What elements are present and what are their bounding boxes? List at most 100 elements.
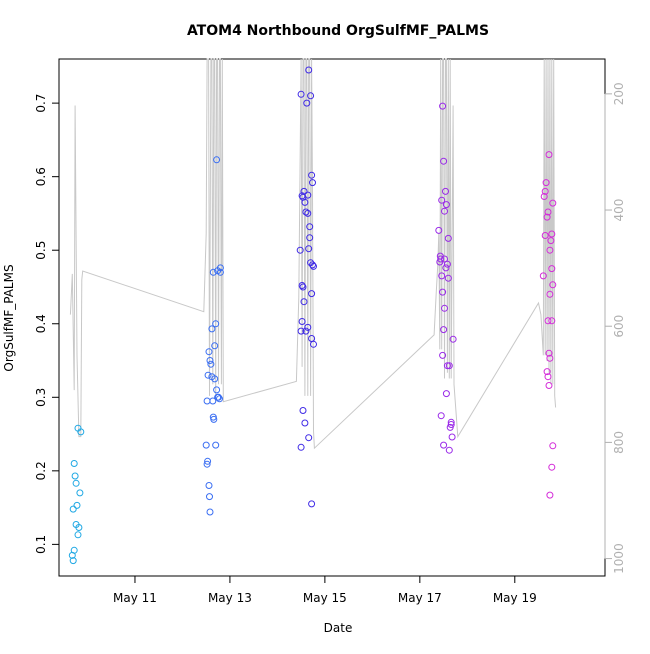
data-point: [304, 323, 312, 331]
data-point: [438, 196, 446, 204]
data-point: [70, 460, 78, 467]
data-point: [448, 433, 456, 441]
y-tick-label: 0.1: [34, 535, 48, 554]
data-point: [213, 156, 221, 164]
data-point: [547, 237, 555, 245]
data-point: [73, 501, 81, 509]
y-tick-label: 0.2: [34, 461, 48, 480]
data-point: [77, 428, 85, 436]
y2-tick-label: 200: [612, 82, 626, 105]
data-point: [442, 264, 450, 272]
data-point: [540, 193, 548, 200]
data-point: [546, 354, 554, 362]
secondary-y-axis: 200 400 600 800 1000: [604, 82, 626, 574]
data-point: [305, 245, 313, 253]
data-point: [299, 283, 307, 291]
data-point: [210, 415, 218, 423]
data-point: [206, 357, 214, 364]
data-point: [310, 340, 317, 348]
data-point: [438, 272, 446, 280]
data-point: [441, 255, 448, 263]
data-point: [440, 157, 448, 165]
data-point: [304, 209, 312, 217]
data-point: [204, 371, 212, 379]
data-point: [442, 390, 450, 398]
plot-frame: [58, 58, 606, 577]
data-point: [216, 395, 223, 403]
data-point: [543, 213, 551, 221]
x-tick-label: May 13: [208, 591, 252, 605]
data-point: [308, 500, 316, 508]
data-point: [543, 368, 551, 376]
data-point: [544, 208, 552, 216]
data-point: [546, 246, 554, 254]
altitude-profile-layer: [69, 58, 557, 450]
data-point: [309, 261, 316, 269]
data-point: [546, 491, 554, 499]
data-point: [298, 318, 306, 325]
data-point: [216, 268, 224, 276]
y-axis-label: OrgSulfMF_PALMS: [2, 264, 16, 371]
data-point: [74, 531, 82, 539]
data-point: [444, 274, 452, 282]
series-3: [296, 66, 317, 508]
data-point: [306, 223, 314, 231]
data-point: [548, 317, 556, 325]
data-point: [307, 92, 315, 100]
data-point: [302, 208, 310, 216]
y-tick-label: 0.4: [34, 314, 48, 333]
data-point: [216, 264, 224, 272]
y2-tick-label: 600: [612, 315, 626, 338]
data-point: [302, 327, 310, 335]
data-point: [443, 260, 451, 268]
series-5: [539, 151, 557, 499]
data-point: [308, 335, 316, 342]
y2-tick-label: 800: [612, 431, 626, 454]
series-4: [435, 102, 457, 454]
altitude-profile-line: [69, 58, 557, 450]
data-point: [442, 201, 450, 209]
data-point: [306, 234, 314, 242]
chart-title: ATOM4 Northbound OrgSulfMF_PALMS: [187, 23, 489, 39]
data-point: [297, 90, 305, 98]
data-point: [76, 489, 84, 497]
data-point: [545, 349, 553, 357]
data-point: [447, 418, 455, 426]
data-point: [203, 397, 211, 405]
y2-tick-label: 400: [612, 199, 626, 222]
data-point: [439, 288, 447, 296]
data-point: [545, 151, 553, 159]
data-point: [297, 443, 305, 451]
data-point: [299, 407, 307, 414]
data-point: [443, 362, 451, 370]
series-1: [68, 424, 85, 565]
data-point: [71, 472, 79, 480]
data-point: [541, 232, 549, 239]
data-point: [441, 207, 448, 215]
data-point: [539, 272, 547, 280]
data-point: [548, 265, 556, 273]
data-point: [548, 463, 556, 471]
data-point: [308, 171, 316, 179]
data-point: [298, 282, 306, 289]
data-point: [548, 230, 556, 238]
data-point: [549, 199, 557, 207]
data-point: [204, 457, 212, 465]
data-point: [441, 304, 448, 312]
data-point: [435, 226, 443, 234]
data-point: [549, 281, 557, 289]
data-point: [541, 187, 549, 195]
data-point: [70, 546, 78, 554]
data-point: [546, 290, 554, 298]
data-point: [304, 191, 312, 199]
data-points-layer: [68, 66, 557, 565]
y-tick-label: 0.3: [34, 388, 48, 407]
data-point: [211, 342, 219, 350]
data-point: [207, 360, 215, 368]
data-point: [213, 386, 221, 394]
data-point: [440, 441, 448, 449]
data-point: [544, 317, 552, 325]
data-point: [209, 397, 217, 405]
